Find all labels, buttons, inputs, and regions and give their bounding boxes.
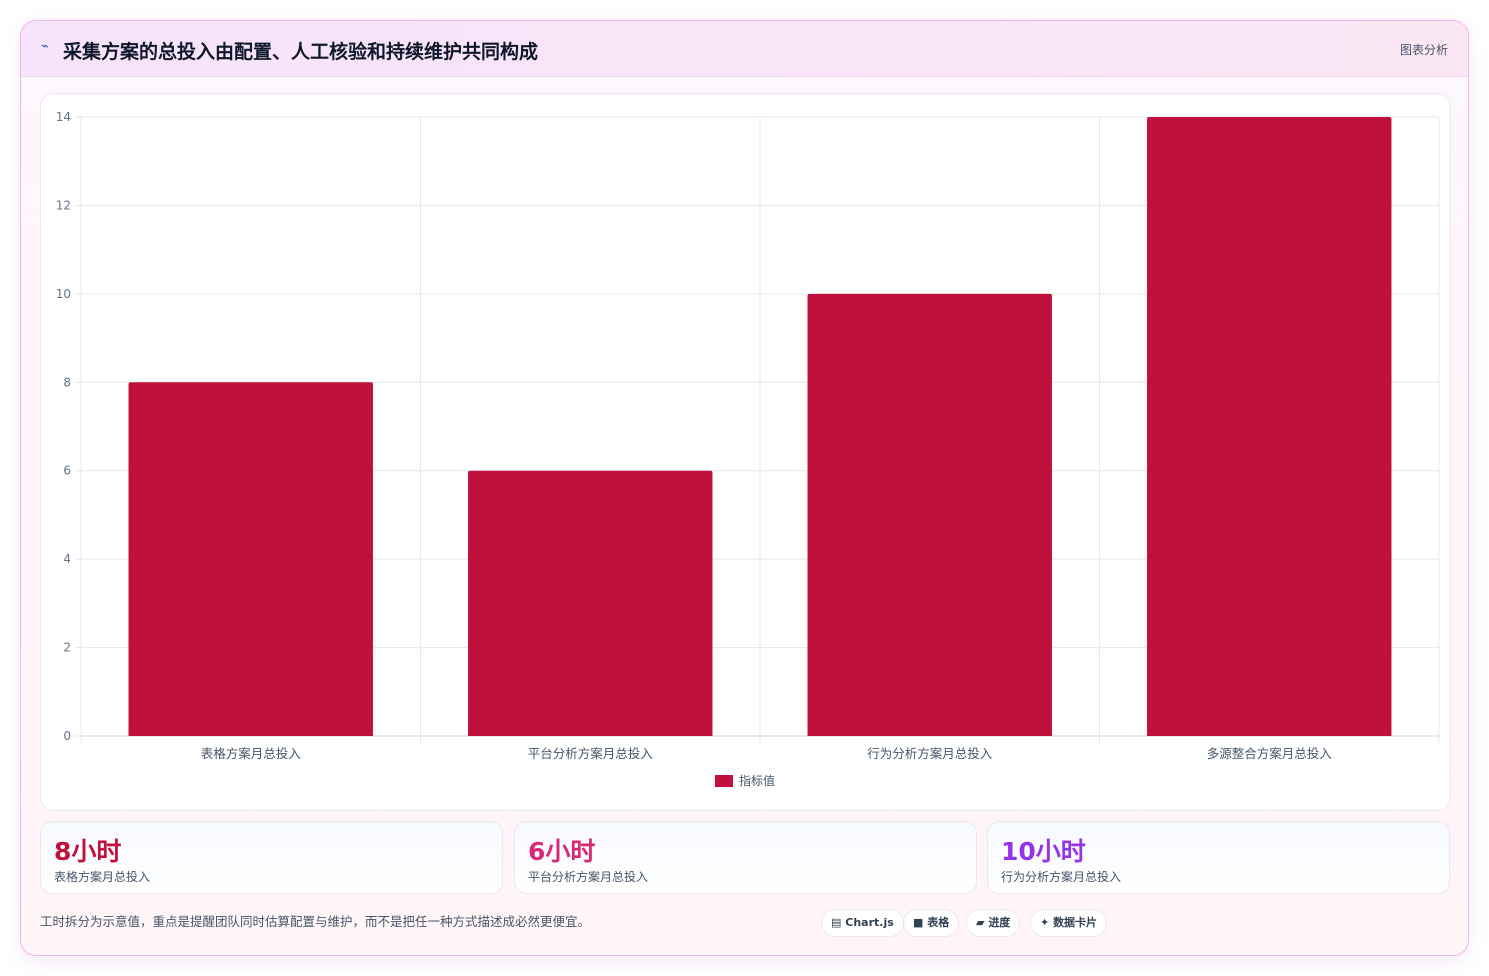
x-tick-label: 多源整合方案月总投入 (1207, 746, 1333, 761)
stat-card-0: 8小时 表格方案月总投入 (40, 821, 503, 894)
x-tick-label: 平台分析方案月总投入 (528, 746, 654, 761)
chip-label: 数据卡片 (1053, 916, 1098, 929)
sparkle-icon: ✦ (1040, 916, 1050, 929)
stat-value: 8小时 (54, 837, 122, 866)
bar-chart: 0 2 4 6 8 10 12 14 表格方案月总投入 平台分析方案月总投入 行为分析方案月总投入 多… (56, 110, 1440, 788)
chart-title: 采集方案的总投入由配置、人工核验和持续维护共同构成 (63, 41, 539, 63)
stat-card-2: 10小时 行为分析方案月总投入 (987, 821, 1450, 894)
progress-icon: ▰ (976, 916, 985, 929)
y-tick-label: 2 (63, 641, 71, 655)
header-tag: 图表分析 (1399, 43, 1448, 57)
chart-panel: 0 2 4 6 8 10 12 14 表格方案月总投入 平台分析方案月总投入 行为分析方案月总投入 多… (40, 93, 1451, 811)
stat-label: 行为分析方案月总投入 (1001, 870, 1122, 884)
y-tick-label: 0 (63, 729, 71, 743)
footer-note: 工时拆分为示意值，重点是提醒团队同时估算配置与维护，而不是把任一种方式描述成必然… (40, 914, 591, 929)
stat-label: 表格方案月总投入 (54, 870, 151, 884)
y-tick-label: 14 (56, 110, 71, 124)
stat-card-1: 6小时 平台分析方案月总投入 (514, 821, 977, 894)
legend-swatch (715, 775, 733, 787)
stat-value: 6小时 (528, 837, 596, 866)
bar-1 (468, 470, 713, 736)
stat-label: 平台分析方案月总投入 (528, 870, 649, 884)
chip-progress[interactable]: ▰ 进度 (966, 909, 1021, 937)
chip-data-cards[interactable]: ✦ 数据卡片 (1030, 909, 1108, 937)
x-tick-label: 表格方案月总投入 (201, 746, 302, 761)
chart-line-icon: ⌁ (41, 39, 49, 54)
y-tick-label: 4 (63, 552, 71, 566)
table-icon: ■ (913, 916, 924, 929)
chip-label: 进度 (988, 916, 1011, 929)
y-tick-label: 10 (56, 287, 71, 301)
bar-2 (807, 293, 1052, 736)
x-tick-label: 行为分析方案月总投入 (867, 746, 993, 761)
legend-label: 指标值 (739, 773, 775, 788)
chip-table[interactable]: ■ 表格 (903, 909, 960, 937)
bar-3 (1147, 117, 1392, 736)
bar-0 (128, 382, 373, 736)
y-tick-label: 6 (63, 464, 71, 478)
chip-label: Chart.js (845, 916, 894, 929)
chart-icon: ▤ (831, 916, 842, 929)
y-tick-label: 8 (63, 375, 71, 389)
card-header: ⌁ 采集方案的总投入由配置、人工核验和持续维护共同构成 图表分析 (21, 21, 1468, 77)
chip-chartjs[interactable]: ▤ Chart.js (821, 909, 904, 937)
chip-label: 表格 (927, 916, 950, 929)
chart-card: ⌁ 采集方案的总投入由配置、人工核验和持续维护共同构成 图表分析 0 2 4 6 8 10… (20, 20, 1469, 956)
y-tick-label: 12 (56, 198, 71, 212)
stat-value: 10小时 (1001, 837, 1086, 866)
